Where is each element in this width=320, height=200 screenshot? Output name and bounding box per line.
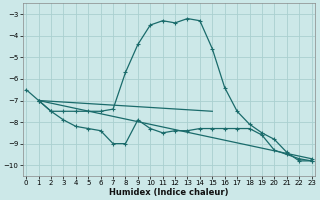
X-axis label: Humidex (Indice chaleur): Humidex (Indice chaleur) (109, 188, 228, 197)
